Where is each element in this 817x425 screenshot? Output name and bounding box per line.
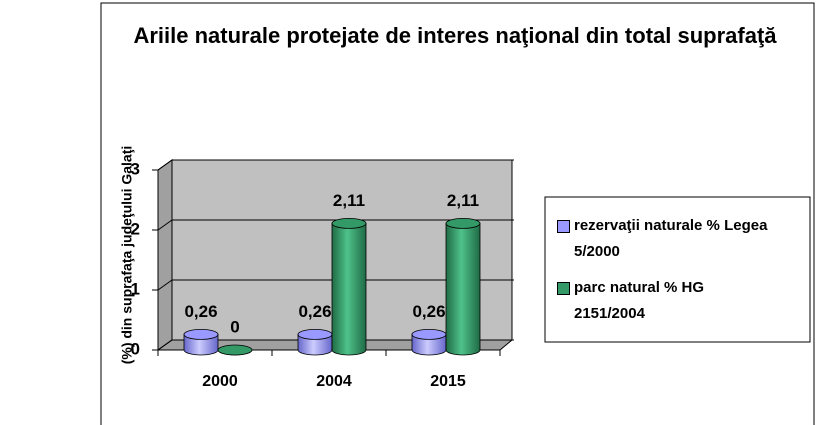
value-label: 0,26 — [412, 302, 445, 321]
cylinder — [445, 223, 481, 356]
chart-title: Ariile naturale protejate de interes naţ… — [133, 23, 777, 48]
value-label: 2,11 — [333, 191, 365, 210]
legend-label: rezervaţii naturale % Legea 5/2000 — [574, 217, 768, 260]
cylinder-top — [217, 344, 253, 356]
side-wall — [157, 159, 173, 351]
legend-entry: rezervaţii naturale % Legea 5/2000 — [557, 213, 797, 265]
grid-line-side — [157, 279, 173, 291]
grid-line-side — [157, 339, 173, 351]
y-tick-label: 3 — [131, 159, 140, 178]
grid-line-side — [157, 159, 173, 171]
cylinder-top — [297, 328, 333, 340]
value-label: 0,26 — [184, 302, 217, 321]
legend-entry: parc natural % HG 2151/2004 — [557, 275, 797, 327]
x-tick-label: 2015 — [430, 373, 466, 390]
cylinder-top — [445, 217, 481, 229]
y-tick-label: 1 — [131, 279, 140, 298]
y-tick-label: 0 — [131, 339, 140, 358]
y-tick-label: 2 — [131, 219, 140, 238]
value-label: 0,26 — [298, 302, 331, 321]
legend-swatch — [557, 282, 570, 295]
x-tick-label: 2004 — [316, 373, 352, 390]
cylinder — [331, 223, 367, 356]
legend-box — [544, 196, 811, 343]
grid-line-side — [157, 219, 173, 231]
cylinder-top — [331, 217, 367, 229]
legend-swatch — [557, 220, 570, 233]
value-label: 2,11 — [447, 191, 479, 210]
chart-border — [100, 2, 815, 425]
legend-label: parc natural % HG 2151/2004 — [574, 279, 705, 322]
cylinder-top — [183, 328, 219, 340]
value-label: 0 — [230, 317, 239, 336]
y-axis-label: (%) din suprafaţa judeţului Galaţi — [119, 146, 135, 365]
x-tick-label: 2000 — [202, 373, 238, 390]
cylinder-top — [411, 328, 447, 340]
